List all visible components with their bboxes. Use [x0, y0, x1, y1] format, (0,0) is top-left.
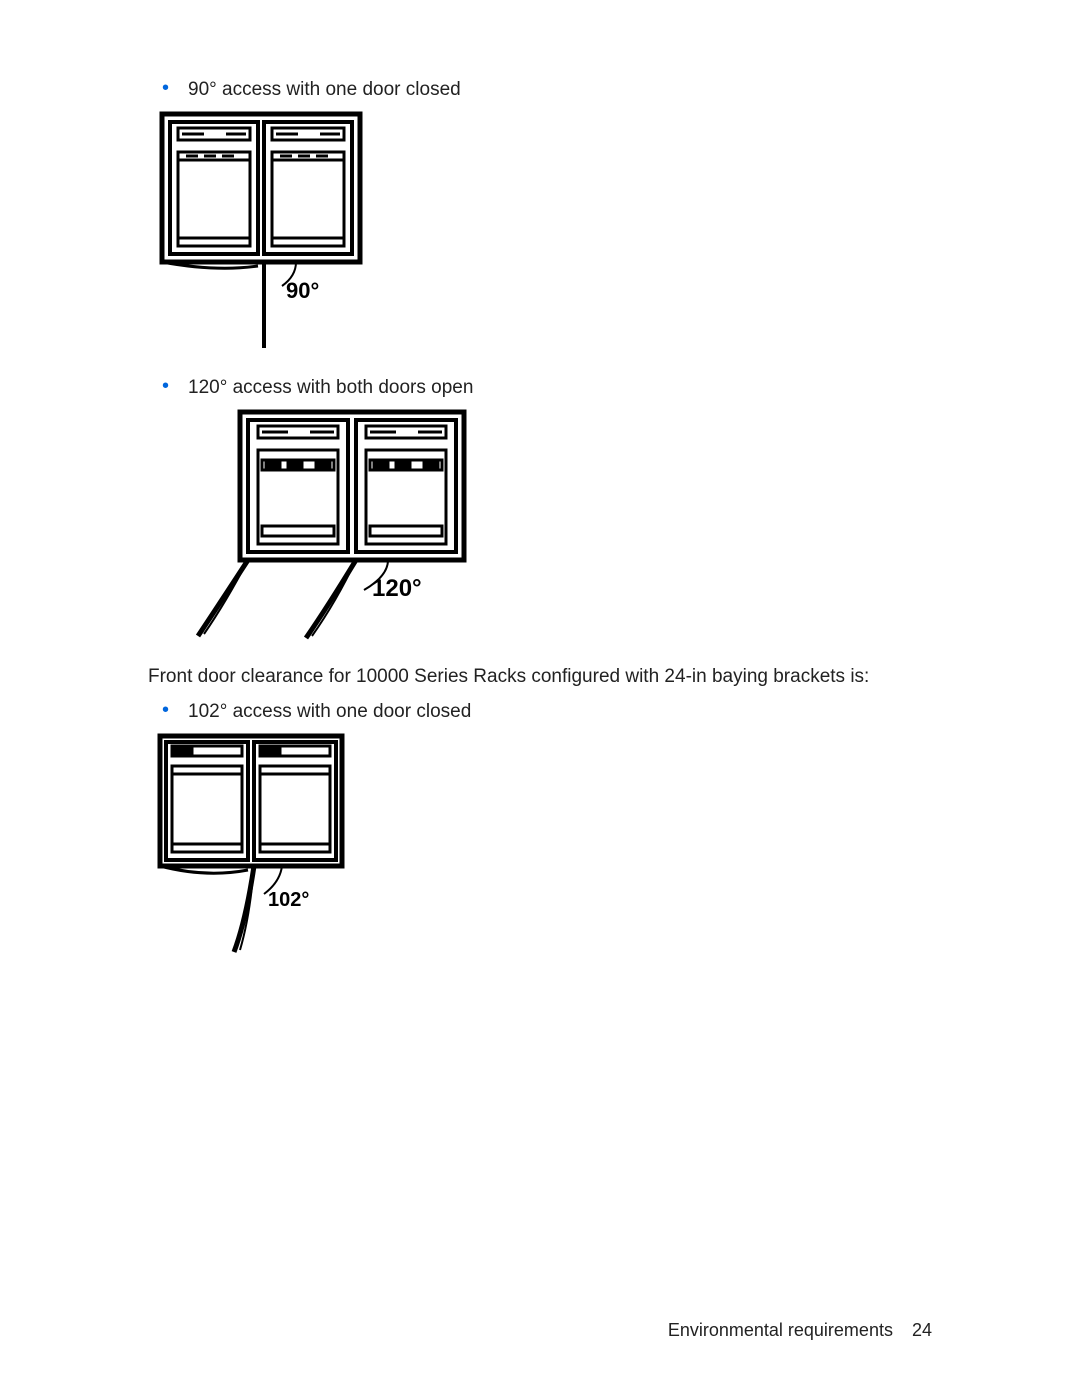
angle-label: 120° [372, 575, 422, 602]
diagram-svg: 90° [156, 108, 366, 358]
diagram-svg: 120° [188, 406, 478, 646]
bullet-item: 120° access with both doors open [148, 376, 938, 400]
page-footer: Environmental requirements 24 [668, 1320, 932, 1341]
bullet-text: 102° access with one door closed [188, 700, 471, 724]
footer-page-number: 24 [912, 1320, 932, 1340]
page: 90° access with one door closed [0, 0, 1080, 1397]
bullet-text: 120° access with both doors open [188, 376, 473, 400]
paragraph: Front door clearance for 10000 Series Ra… [148, 664, 938, 690]
diagram-svg: 102° [156, 730, 346, 960]
diagram-120deg: 120° [188, 406, 938, 646]
bullet-item: 90° access with one door closed [148, 78, 938, 102]
bullet-icon [148, 78, 188, 99]
footer-section: Environmental requirements [668, 1320, 893, 1340]
angle-label: 102° [268, 889, 309, 911]
diagram-102deg: 102° [156, 730, 938, 960]
content-area: 90° access with one door closed [148, 78, 938, 978]
diagram-90deg: 90° [156, 108, 938, 358]
angle-label: 90° [286, 278, 319, 303]
bullet-item: 102° access with one door closed [148, 700, 938, 724]
bullet-icon [148, 700, 188, 721]
bullet-icon [148, 376, 188, 397]
bullet-text: 90° access with one door closed [188, 78, 461, 102]
